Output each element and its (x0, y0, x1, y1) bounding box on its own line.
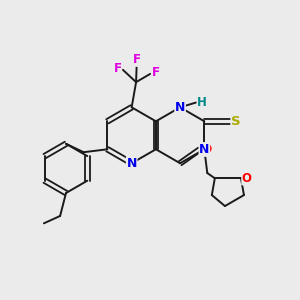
Text: N: N (127, 157, 137, 170)
Text: H: H (197, 96, 207, 109)
Text: S: S (231, 115, 241, 128)
Text: O: O (242, 172, 252, 185)
Text: O: O (200, 143, 212, 156)
Text: N: N (175, 101, 185, 114)
Text: F: F (113, 62, 122, 75)
Text: N: N (199, 143, 209, 156)
Text: F: F (152, 66, 160, 79)
Text: F: F (133, 53, 141, 66)
